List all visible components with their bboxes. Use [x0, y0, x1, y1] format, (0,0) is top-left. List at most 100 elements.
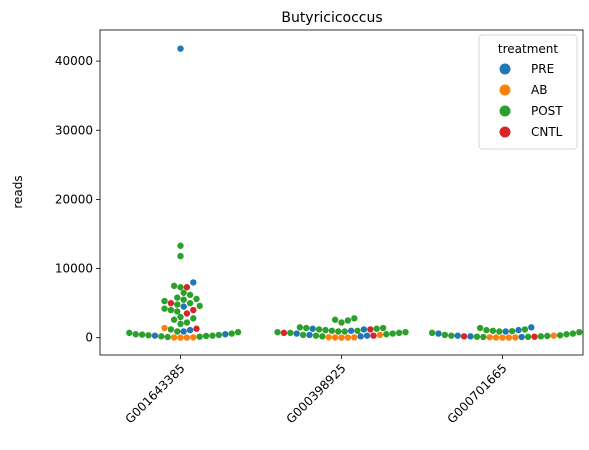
x-axis-ticks: G001643385 G000398925 G000701665: [123, 355, 510, 426]
data-point-cntl: [167, 299, 175, 307]
data-point-post: [448, 332, 455, 339]
data-point-post: [341, 328, 348, 335]
data-point-post: [351, 315, 358, 322]
data-point-cntl: [193, 325, 200, 332]
data-point-post: [556, 332, 564, 339]
data-point-pre: [467, 333, 474, 340]
data-point-pre: [357, 333, 364, 340]
data-point-pre: [186, 326, 194, 334]
legend-label-post: POST: [531, 104, 563, 118]
data-point-post: [383, 331, 390, 338]
data-points: [126, 45, 583, 341]
legend-frame: [478, 34, 578, 150]
legend-marker-pre: [499, 63, 511, 75]
data-point-post: [174, 301, 181, 308]
data-point-pre: [222, 331, 229, 338]
data-point-post: [508, 327, 516, 335]
data-point-ab: [183, 334, 191, 341]
data-point-cntl: [531, 333, 538, 340]
data-point-post: [476, 324, 484, 332]
data-point-post: [322, 326, 329, 334]
data-point-post: [174, 294, 181, 301]
data-point-ab: [325, 334, 332, 341]
data-point-post: [354, 327, 361, 334]
data-point-post: [544, 332, 551, 340]
x-tick-label: G000398925: [284, 361, 349, 426]
data-point-pre: [177, 45, 184, 52]
data-point-cntl: [183, 284, 191, 291]
data-point-post: [335, 328, 342, 335]
data-point-post: [196, 333, 203, 340]
legend-label-cntl: CNTL: [531, 125, 563, 139]
data-point-post: [299, 331, 307, 339]
data-point-post: [480, 333, 487, 341]
data-point-pre: [151, 332, 159, 339]
data-point-post: [177, 242, 184, 249]
data-point-pre: [528, 324, 535, 331]
data-point-pre: [454, 332, 461, 339]
legend-marker-post: [499, 105, 511, 117]
data-point-post: [190, 315, 197, 322]
data-point-post: [177, 252, 184, 260]
legend-label-ab: AB: [531, 83, 547, 97]
data-point-ab: [344, 334, 352, 341]
y-tick-label: 10000: [55, 262, 93, 276]
data-point-post: [274, 328, 281, 336]
data-point-post: [202, 332, 210, 340]
data-point-cntl: [280, 329, 288, 337]
data-point-ab: [161, 324, 168, 332]
data-point-ab: [351, 334, 358, 341]
data-point-post: [312, 332, 320, 339]
data-point-post: [328, 327, 336, 334]
data-point-post: [170, 316, 178, 323]
legend: treatment PRE AB POST CNTL: [478, 34, 578, 150]
data-point-post: [483, 326, 490, 334]
data-point-post: [158, 333, 165, 340]
data-point-post: [183, 319, 191, 326]
x-tick-label: G000701665: [445, 361, 510, 426]
data-point-post: [319, 333, 326, 340]
data-point-post: [138, 331, 146, 338]
data-point-post: [215, 331, 223, 339]
data-point-ab: [492, 334, 500, 341]
data-point-post: [228, 330, 235, 337]
data-point-post: [132, 331, 139, 338]
data-point-pre: [515, 326, 522, 334]
data-point-ab: [486, 334, 493, 341]
data-point-post: [521, 326, 529, 333]
data-point-post: [563, 331, 570, 338]
data-point-ab: [499, 334, 506, 341]
data-point-pre: [180, 328, 187, 335]
data-point-post: [296, 324, 304, 331]
data-point-post: [234, 328, 242, 336]
data-point-post: [180, 289, 187, 296]
data-point-post: [161, 305, 168, 312]
data-point-cntl: [367, 326, 374, 333]
legend-items: PRE AB POST CNTL: [499, 62, 563, 139]
data-point-post: [389, 330, 396, 337]
data-point-post: [177, 313, 184, 321]
data-point-post: [441, 331, 449, 339]
data-point-pre: [180, 303, 187, 310]
data-point-post: [315, 326, 323, 333]
data-point-post: [180, 296, 187, 303]
legend-title: treatment: [498, 42, 558, 56]
data-point-post: [473, 333, 481, 340]
data-point-post: [186, 299, 194, 307]
y-axis-label: reads: [11, 175, 25, 208]
y-axis-ticks: 0 10000 20000 30000 40000: [55, 54, 100, 345]
data-point-post: [489, 327, 497, 334]
data-point-cntl: [460, 333, 468, 340]
legend-marker-ab: [499, 84, 511, 96]
data-point-post: [174, 328, 181, 335]
y-tick-label: 0: [85, 331, 93, 345]
y-tick-label: 30000: [55, 123, 93, 137]
data-point-post: [164, 333, 171, 341]
data-point-post: [126, 329, 133, 337]
data-point-cntl: [190, 306, 197, 314]
data-point-pre: [293, 330, 300, 337]
data-point-post: [174, 308, 181, 315]
legend-marker-cntl: [499, 126, 511, 138]
data-point-ab: [512, 334, 519, 341]
